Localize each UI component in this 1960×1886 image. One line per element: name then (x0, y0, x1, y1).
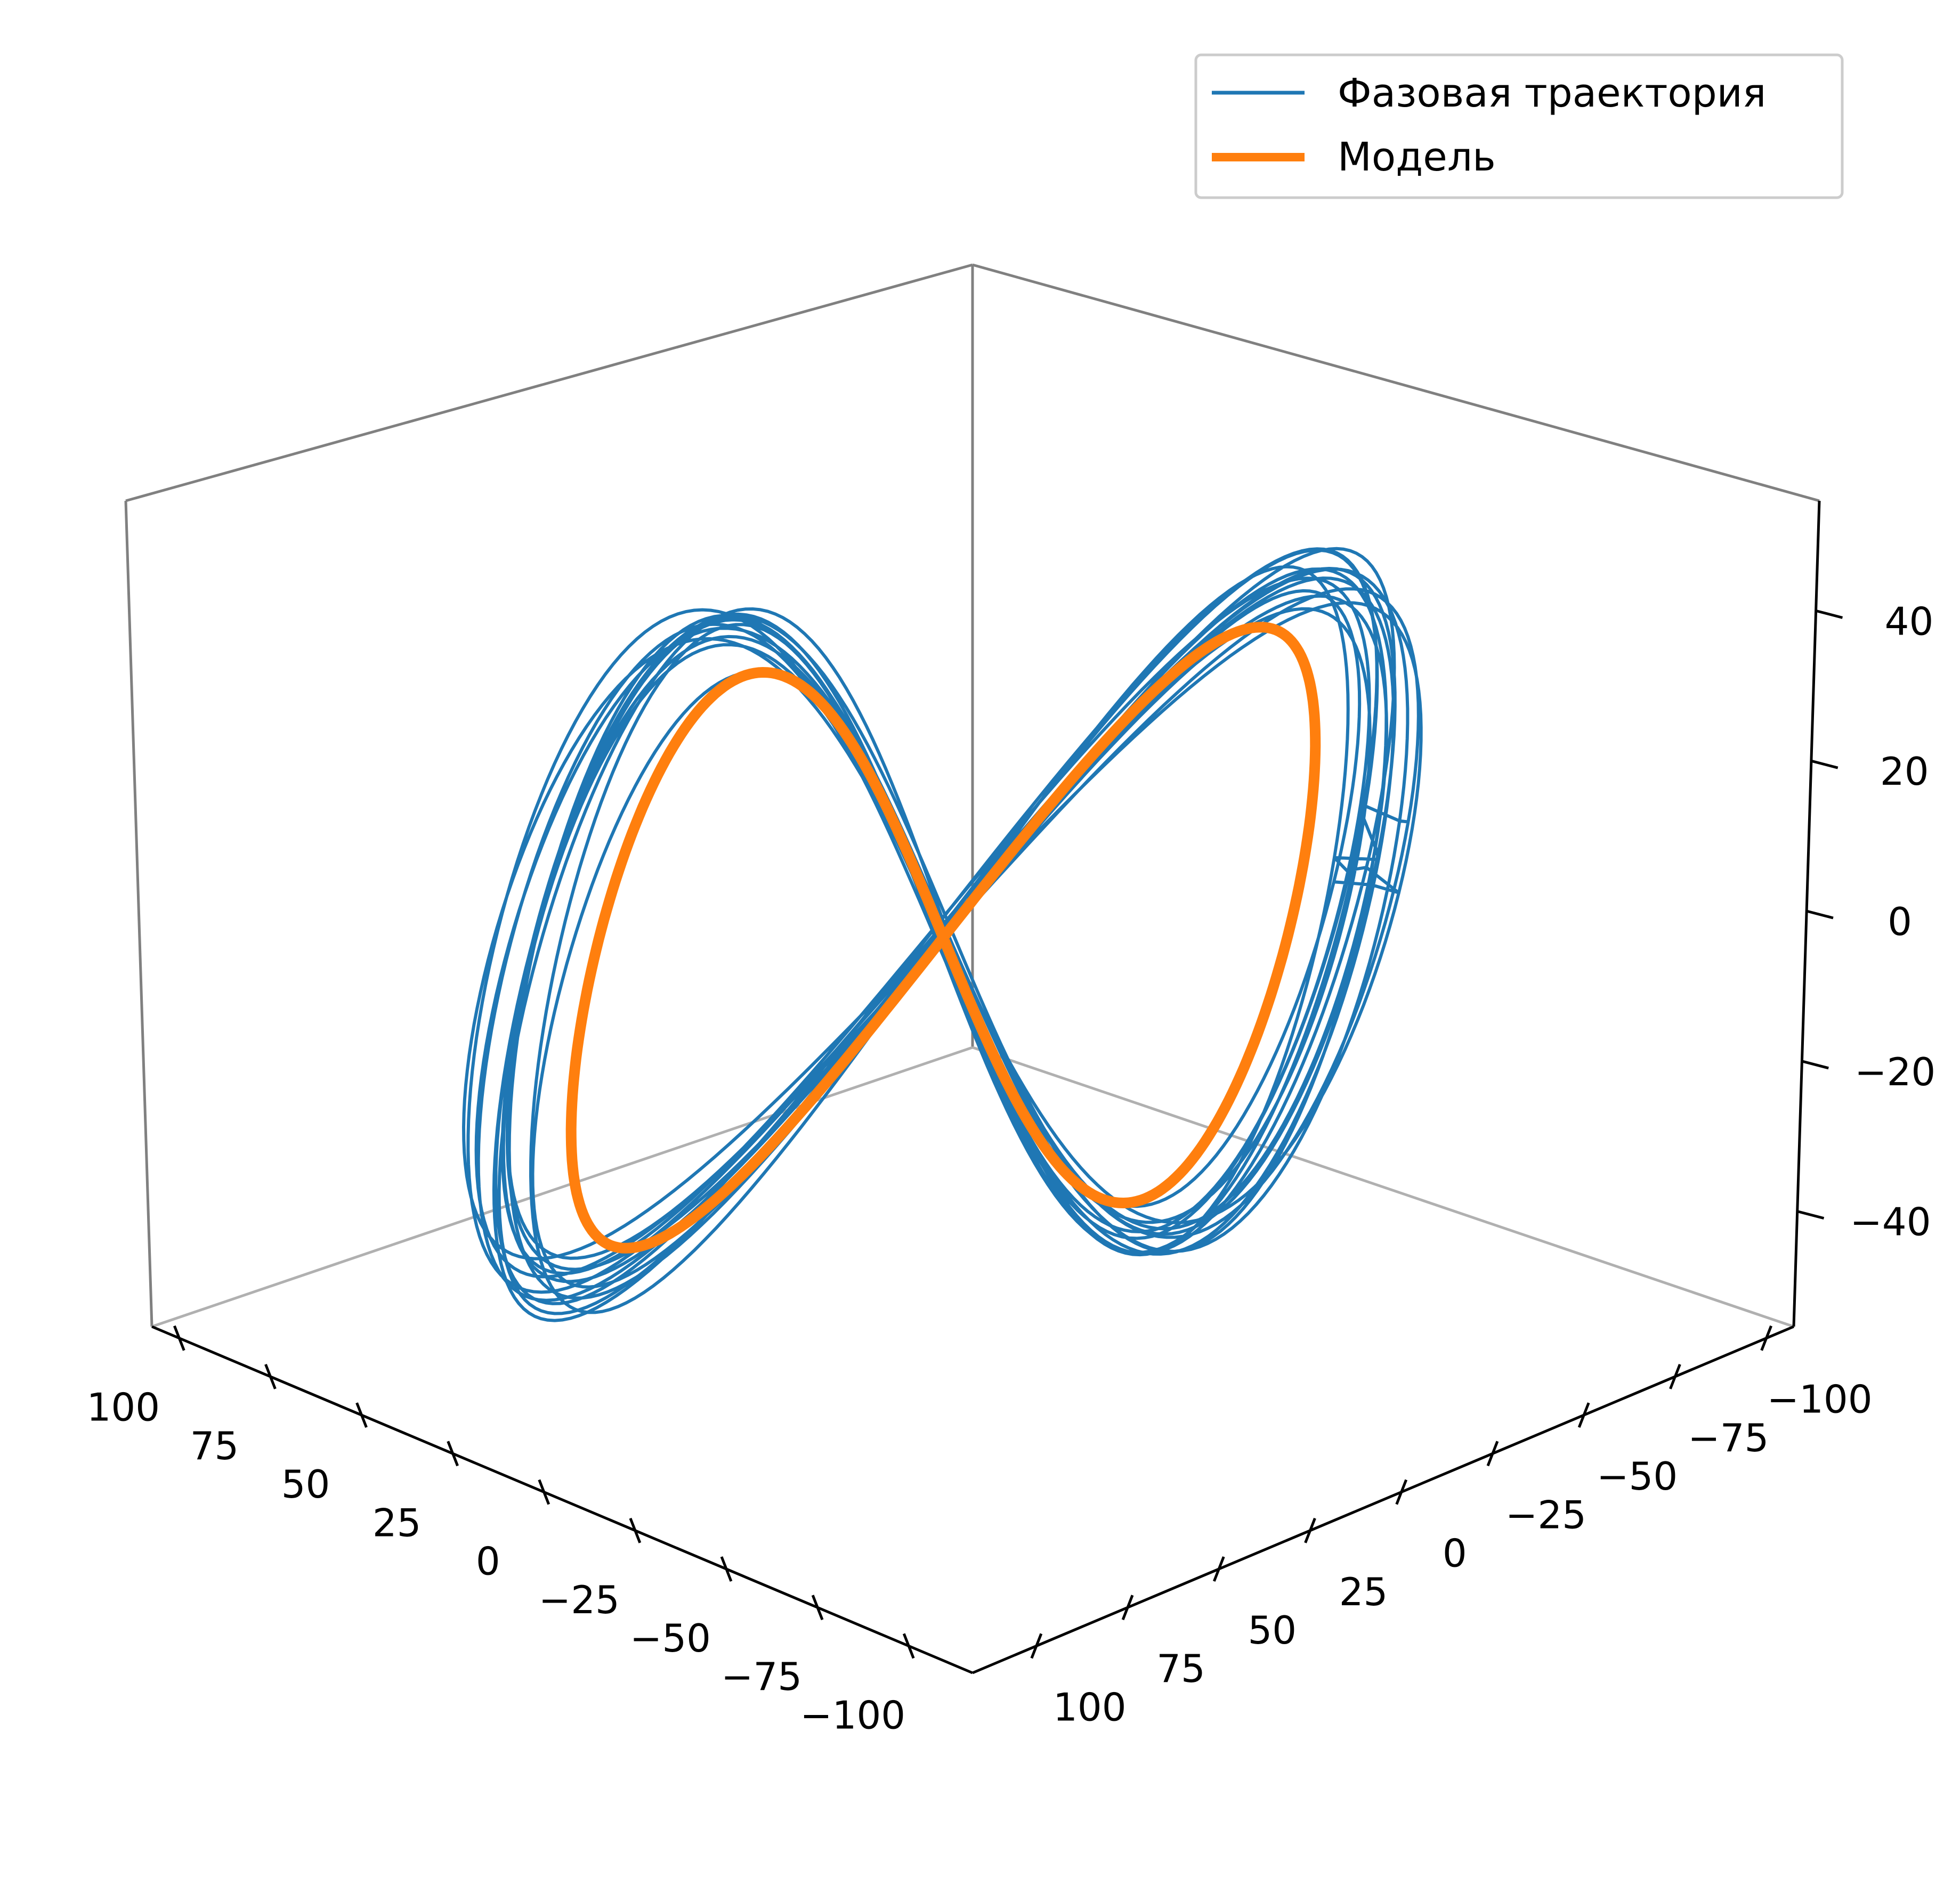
y-tick-mark (1760, 1325, 1772, 1351)
y-tick-label: −50 (1597, 1454, 1678, 1499)
x-tick-mark (173, 1325, 185, 1351)
back-wall-left-top-edge (125, 263, 973, 502)
z-tick-label: 40 (1885, 599, 1934, 644)
y-tick-label: 50 (1248, 1608, 1297, 1653)
x-tick-label: 50 (281, 1462, 330, 1507)
z-tick-mark (1815, 609, 1843, 619)
z-tick-mark (1801, 1060, 1829, 1070)
ticks-layer: 1007550250−25−50−75−100−100−75−50−250255… (87, 599, 1936, 1737)
x-tick-mark (811, 1595, 824, 1621)
legend: Фазовая траектория Модель (1194, 53, 1844, 199)
x-tick-label: 25 (372, 1500, 422, 1545)
z-tick-label: −40 (1850, 1200, 1931, 1245)
x-tick-label: −75 (721, 1654, 802, 1699)
z-tick-mark (1811, 759, 1838, 769)
left-vertical-edge (124, 500, 153, 1327)
x-tick-mark (902, 1633, 915, 1659)
x-tick-label: 75 (190, 1424, 239, 1468)
x-tick-label: −25 (539, 1578, 620, 1622)
z-tick-label: 0 (1888, 899, 1912, 944)
legend-frame (1194, 53, 1844, 199)
y-tick-mark (1121, 1595, 1134, 1621)
y-tick-label: −75 (1688, 1416, 1769, 1460)
y-tick-label: −25 (1505, 1492, 1586, 1537)
curves-layer (462, 547, 1423, 1322)
x-tick-label: −100 (800, 1693, 905, 1737)
y-tick-mark (1212, 1556, 1225, 1582)
legend-label-model: Модель (1338, 134, 1496, 180)
x-tick-mark (629, 1517, 642, 1543)
y-axis-line (972, 1325, 1794, 1674)
y-tick-mark (1304, 1517, 1316, 1543)
y-tick-mark (1395, 1479, 1408, 1505)
floor-back-left-edge (151, 1046, 973, 1328)
legend-label-trajectory: Фазовая траектория (1338, 70, 1766, 116)
x-tick-mark (264, 1363, 277, 1389)
x-tick-mark (447, 1441, 459, 1467)
y-tick-mark (1486, 1441, 1499, 1467)
y-tick-label: 0 (1443, 1531, 1467, 1576)
floor-back-right-edge (972, 1046, 1794, 1328)
x-tick-mark (538, 1479, 550, 1505)
y-tick-label: 100 (1053, 1685, 1126, 1729)
y-tick-mark (1577, 1402, 1590, 1428)
x-tick-mark (355, 1402, 368, 1428)
z-tick-mark (1796, 1210, 1825, 1220)
y-tick-label: 25 (1339, 1570, 1388, 1614)
y-tick-mark (1030, 1633, 1043, 1659)
z-tick-mark (1806, 909, 1834, 920)
y-tick-mark (1669, 1363, 1681, 1389)
y-tick-label: −100 (1767, 1377, 1873, 1422)
x-tick-label: −50 (630, 1616, 711, 1661)
y-tick-label: 75 (1156, 1646, 1205, 1691)
x-tick-label: 100 (87, 1385, 160, 1430)
x-axis-line (151, 1325, 973, 1674)
z-tick-label: −20 (1854, 1050, 1935, 1094)
z-tick-label: 20 (1880, 749, 1929, 794)
x-tick-mark (720, 1556, 733, 1582)
back-wall-right-top-edge (972, 263, 1820, 502)
series-trajectory-line (462, 547, 1423, 1322)
series-model-line (565, 622, 1321, 1254)
right-vertical-z-axis (1792, 500, 1821, 1327)
axes-box (124, 263, 1821, 1674)
x-tick-label: 0 (476, 1539, 500, 1584)
